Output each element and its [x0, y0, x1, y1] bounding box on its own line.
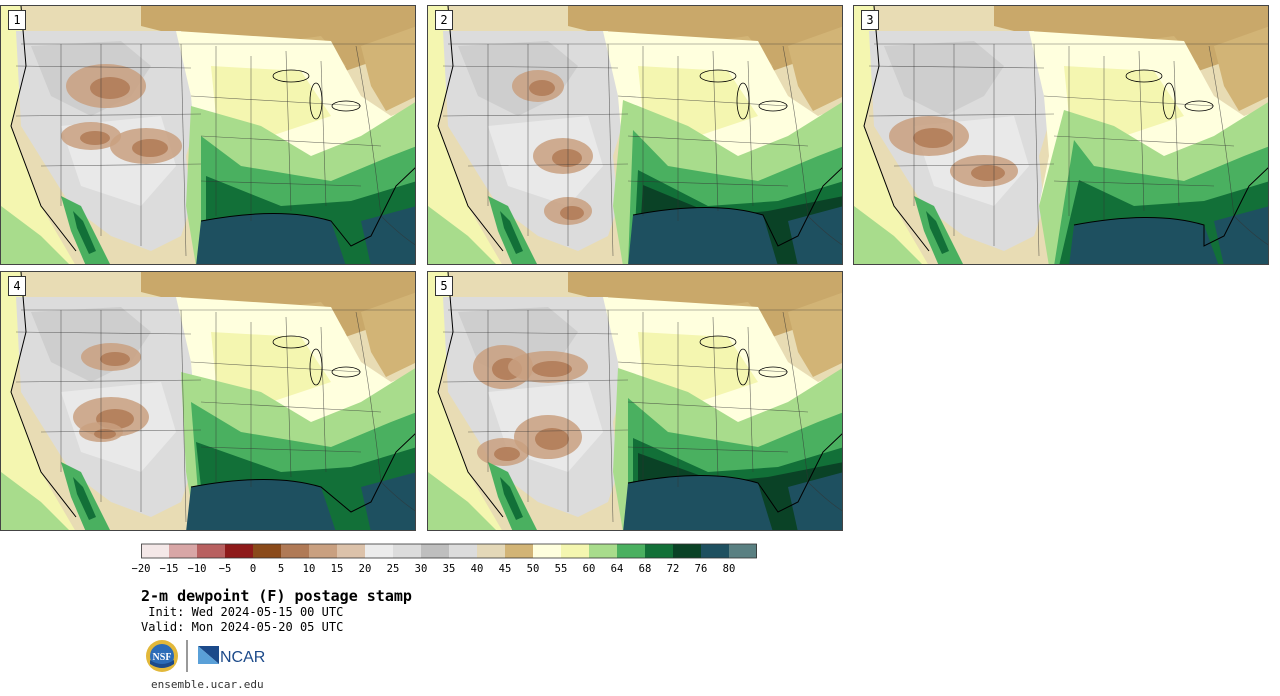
colorbar-swatch: [421, 544, 450, 558]
ncar-logo-icon: NCAR: [198, 646, 265, 666]
colorbar-swatch: [225, 544, 254, 558]
colorbar-swatch: [309, 544, 338, 558]
colorbar-tick: −15: [159, 563, 179, 575]
colorbar-swatch: [365, 544, 394, 558]
colorbar-tick: 45: [498, 563, 512, 575]
colorbar-tick: 68: [638, 563, 652, 575]
dewpoint-map: [854, 6, 1268, 264]
website-text: ensemble.ucar.edu: [151, 678, 264, 691]
nsf-logo-icon: NSF: [146, 640, 178, 672]
panel-number-label: 4: [8, 276, 26, 296]
init-time: Init: Wed 2024-05-15 00 UTC: [141, 605, 344, 619]
svg-text:NSF: NSF: [153, 652, 172, 663]
colorbar-swatch: [169, 544, 198, 558]
colorbar-swatch: [673, 544, 702, 558]
colorbar-swatch: [141, 544, 170, 558]
map-panel-3: 3: [853, 5, 1269, 265]
colorbar-tick: −10: [187, 563, 207, 575]
colorbar-tick: 55: [554, 563, 568, 575]
dewpoint-map: [1, 272, 415, 530]
svg-text:NCAR: NCAR: [220, 649, 265, 666]
map-panel-5: 5: [427, 271, 843, 531]
colorbar-tick: 30: [414, 563, 428, 575]
colorbar-tick: 15: [330, 563, 344, 575]
colorbar-tick: 10: [302, 563, 316, 575]
colorbar-tick: 64: [610, 563, 624, 575]
colorbar-swatch: [253, 544, 282, 558]
colorbar-tick: 35: [442, 563, 456, 575]
map-panel-4: 4: [0, 271, 416, 531]
colorbar-tick: 5: [277, 563, 285, 575]
panel-number-label: 2: [435, 10, 453, 30]
colorbar-tick: 80: [722, 563, 736, 575]
dewpoint-map: [428, 272, 842, 530]
colorbar-tick: −20: [131, 563, 151, 575]
colorbar-swatch: [617, 544, 646, 558]
colorbar-tick-labels: −20 −15 −10 −5 0 5 10 15 20 25 30 35 40 45 50 55 60 64 68 7…: [0, 563, 1280, 577]
colorbar-tick: 72: [666, 563, 680, 575]
colorbar-tick: 50: [526, 563, 540, 575]
colorbar-tick: 60: [582, 563, 596, 575]
valid-time: Valid: Mon 2024-05-20 05 UTC: [141, 620, 344, 634]
colorbar-tick: 40: [470, 563, 484, 575]
colorbar-swatch: [729, 544, 757, 558]
colorbar-tick: 76: [694, 563, 708, 575]
colorbar-swatch: [281, 544, 310, 558]
colorbar-tick: −5: [218, 563, 232, 575]
colorbar-swatch: [449, 544, 478, 558]
dewpoint-map: [1, 6, 415, 264]
panel-number-label: 1: [8, 10, 26, 30]
colorbar-swatch: [645, 544, 674, 558]
colorbar-tick: 0: [249, 563, 257, 575]
figure-title: 2-m dewpoint (F) postage stamp: [141, 587, 412, 605]
map-panel-2: 2: [427, 5, 843, 265]
colorbar-tick: 20: [358, 563, 372, 575]
colorbar-swatch: [533, 544, 562, 558]
colorbar-tick: 25: [386, 563, 400, 575]
panel-number-label: 5: [435, 276, 453, 296]
colorbar-swatch: [505, 544, 534, 558]
nsf-ncar-logos: NSF NCAR: [146, 640, 265, 672]
colorbar-swatch: [561, 544, 590, 558]
panel-number-label: 3: [861, 10, 879, 30]
dewpoint-map: [428, 6, 842, 264]
colorbar-swatch: [337, 544, 366, 558]
colorbar: [141, 543, 757, 559]
colorbar-swatch: [477, 544, 506, 558]
colorbar-swatch: [589, 544, 618, 558]
map-panel-1: 1: [0, 5, 416, 265]
colorbar-swatch: [393, 544, 422, 558]
colorbar-swatch: [197, 544, 226, 558]
colorbar-swatch: [701, 544, 730, 558]
